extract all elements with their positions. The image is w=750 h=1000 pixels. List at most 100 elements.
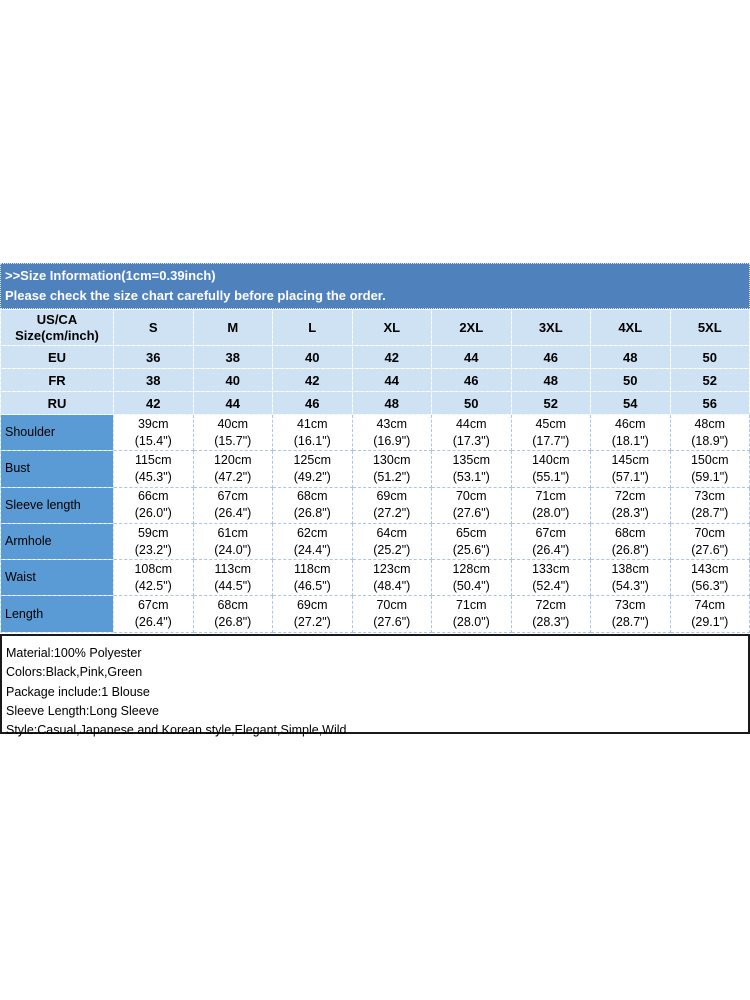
- measurement-value-cell: 113cm (44.5"): [192, 559, 273, 597]
- region-row-label: RU: [0, 391, 114, 415]
- measurement-value-cell: 39cm (15.4"): [113, 413, 194, 452]
- region-row-label: EU: [0, 345, 114, 369]
- measurement-row-label: Waist: [0, 559, 114, 597]
- measurement-row-label: Armhole: [0, 522, 114, 561]
- region-value-cell: 36: [113, 345, 194, 369]
- region-value-cell: 54: [590, 391, 671, 415]
- region-row-label: FR: [0, 368, 114, 392]
- measurement-value-cell: 67cm (26.4"): [113, 595, 194, 633]
- measurement-value-cell: 43cm (16.9"): [351, 413, 432, 452]
- size-col-header: 4XL: [590, 309, 671, 346]
- measurement-value-cell: 67cm (26.4"): [192, 486, 273, 524]
- region-value-cell: 44: [431, 345, 512, 369]
- measurement-value-cell: 64cm (25.2"): [351, 522, 432, 561]
- measurement-value-cell: 69cm (27.2"): [272, 595, 353, 633]
- size-col-header: L: [272, 309, 353, 346]
- region-value-cell: 40: [272, 345, 353, 369]
- measurement-value-cell: 62cm (24.4"): [272, 522, 353, 561]
- measurement-value-cell: 67cm (26.4"): [510, 522, 591, 561]
- region-value-cell: 46: [272, 391, 353, 415]
- region-value-cell: 56: [669, 391, 750, 415]
- corner-line2: Size(cm/inch): [15, 327, 99, 343]
- measurement-value-cell: 70cm (27.6"): [351, 595, 432, 633]
- measurement-value-cell: 68cm (26.8"): [590, 522, 671, 561]
- measurement-value-cell: 68cm (26.8"): [272, 486, 353, 524]
- measurement-value-cell: 59cm (23.2"): [113, 522, 194, 561]
- size-col-header: XL: [351, 309, 432, 346]
- table-row-fr: FR 38 40 42 44 46 48 50 52: [0, 368, 750, 392]
- region-value-cell: 46: [510, 345, 591, 369]
- region-value-cell: 42: [351, 345, 432, 369]
- size-col-header: 3XL: [510, 309, 591, 346]
- measurement-value-cell: 130cm (51.2"): [351, 450, 432, 488]
- measurement-value-cell: 108cm (42.5"): [113, 559, 194, 597]
- measurement-value-cell: 71cm (28.0"): [431, 595, 512, 633]
- measurement-value-cell: 118cm (46.5"): [272, 559, 353, 597]
- measurement-value-cell: 74cm (29.1"): [669, 595, 750, 633]
- region-value-cell: 40: [192, 368, 273, 392]
- measurement-value-cell: 145cm (57.1"): [590, 450, 671, 488]
- measurement-value-cell: 66cm (26.0"): [113, 486, 194, 524]
- measurement-row-label: Bust: [0, 450, 114, 488]
- region-value-cell: 44: [192, 391, 273, 415]
- measurement-value-cell: 72cm (28.3"): [510, 595, 591, 633]
- measurement-value-cell: 128cm (50.4"): [431, 559, 512, 597]
- banner-title: >>Size Information(1cm=0.39inch): [5, 268, 216, 283]
- measurement-value-cell: 135cm (53.1"): [431, 450, 512, 488]
- measurement-value-cell: 61cm (24.0"): [192, 522, 273, 561]
- size-col-header: M: [192, 309, 273, 346]
- region-value-cell: 42: [272, 368, 353, 392]
- measurement-value-cell: 65cm (25.6"): [431, 522, 512, 561]
- measurement-value-cell: 70cm (27.6"): [431, 486, 512, 524]
- table-row-sleeve-length: Sleeve length 66cm (26.0") 67cm (26.4") 68…: [0, 486, 750, 524]
- detail-line-sleeve: Sleeve Length:Long Sleeve: [6, 704, 159, 718]
- measurement-value-cell: 41cm (16.1"): [272, 413, 353, 452]
- region-value-cell: 38: [113, 368, 194, 392]
- size-col-header: 2XL: [431, 309, 512, 346]
- measurement-value-cell: 71cm (28.0"): [510, 486, 591, 524]
- measurement-row-label: Length: [0, 595, 114, 633]
- measurement-value-cell: 115cm (45.3"): [113, 450, 194, 488]
- detail-line-colors: Colors:Black,Pink,Green: [6, 665, 143, 680]
- measurement-value-cell: 48cm (18.9"): [669, 413, 750, 452]
- measurement-value-cell: 69cm (27.2"): [351, 486, 432, 524]
- corner-header-cell: US/CA Size(cm/inch): [0, 309, 114, 346]
- measurement-value-cell: 45cm (17.7"): [510, 413, 591, 452]
- region-value-cell: 42: [113, 391, 194, 415]
- region-value-cell: 48: [590, 345, 671, 369]
- table-row-ru: RU 42 44 46 48 50 52 54 56: [0, 391, 750, 415]
- measurement-row-label: Sleeve length: [0, 486, 114, 524]
- measurement-value-cell: 68cm (26.8"): [192, 595, 273, 633]
- table-row-armhole: Armhole 59cm (23.2") 61cm (24.0") 62cm (24.…: [0, 522, 750, 561]
- measurement-value-cell: 44cm (17.3"): [431, 413, 512, 452]
- measurement-value-cell: 138cm (54.3"): [590, 559, 671, 597]
- measurement-value-cell: 46cm (18.1"): [590, 413, 671, 452]
- measurement-value-cell: 73cm (28.7"): [590, 595, 671, 633]
- table-row-eu: EU 36 38 40 42 44 46 48 50: [0, 345, 750, 369]
- size-information-sheet: >>Size Information(1cm=0.39inch) Please …: [0, 263, 750, 737]
- table-row-bust: Bust 115cm (45.3") 120cm (47.2") 125cm (49.…: [0, 450, 750, 488]
- measurement-value-cell: 133cm (52.4"): [510, 559, 591, 597]
- measurement-value-cell: 120cm (47.2"): [192, 450, 273, 488]
- measurement-row-label: Shoulder: [0, 413, 114, 452]
- measurement-value-cell: 150cm (59.1"): [669, 450, 750, 488]
- detail-line-package: Package include:1 Blouse: [6, 684, 150, 699]
- region-value-cell: 48: [510, 368, 591, 392]
- region-value-cell: 50: [669, 345, 750, 369]
- table-row-shoulder: Shoulder 39cm (15.4") 40cm (15.7") 41cm (16…: [0, 413, 750, 452]
- table-row-waist: Waist 108cm (42.5") 113cm (44.5") 118cm (46…: [0, 559, 750, 597]
- region-value-cell: 52: [510, 391, 591, 415]
- detail-line-style: Style:Casual,Japanese and Korean style,E…: [6, 723, 347, 738]
- measurement-value-cell: 143cm (56.3"): [669, 559, 750, 597]
- size-chart-table: US/CA Size(cm/inch) S M L XL 2XL 3XL 4XL…: [0, 309, 750, 633]
- measurement-value-cell: 125cm (49.2"): [272, 450, 353, 488]
- table-row-length: Length 67cm (26.4") 68cm (26.8") 69cm (27.2…: [0, 595, 750, 633]
- measurement-value-cell: 70cm (27.6"): [669, 522, 750, 561]
- region-value-cell: 38: [192, 345, 273, 369]
- measurement-value-cell: 140cm (55.1"): [510, 450, 591, 488]
- region-value-cell: 46: [431, 368, 512, 392]
- banner-subtitle: Please check the size chart carefully be…: [5, 288, 386, 303]
- size-col-header: S: [113, 309, 194, 346]
- region-value-cell: 50: [590, 368, 671, 392]
